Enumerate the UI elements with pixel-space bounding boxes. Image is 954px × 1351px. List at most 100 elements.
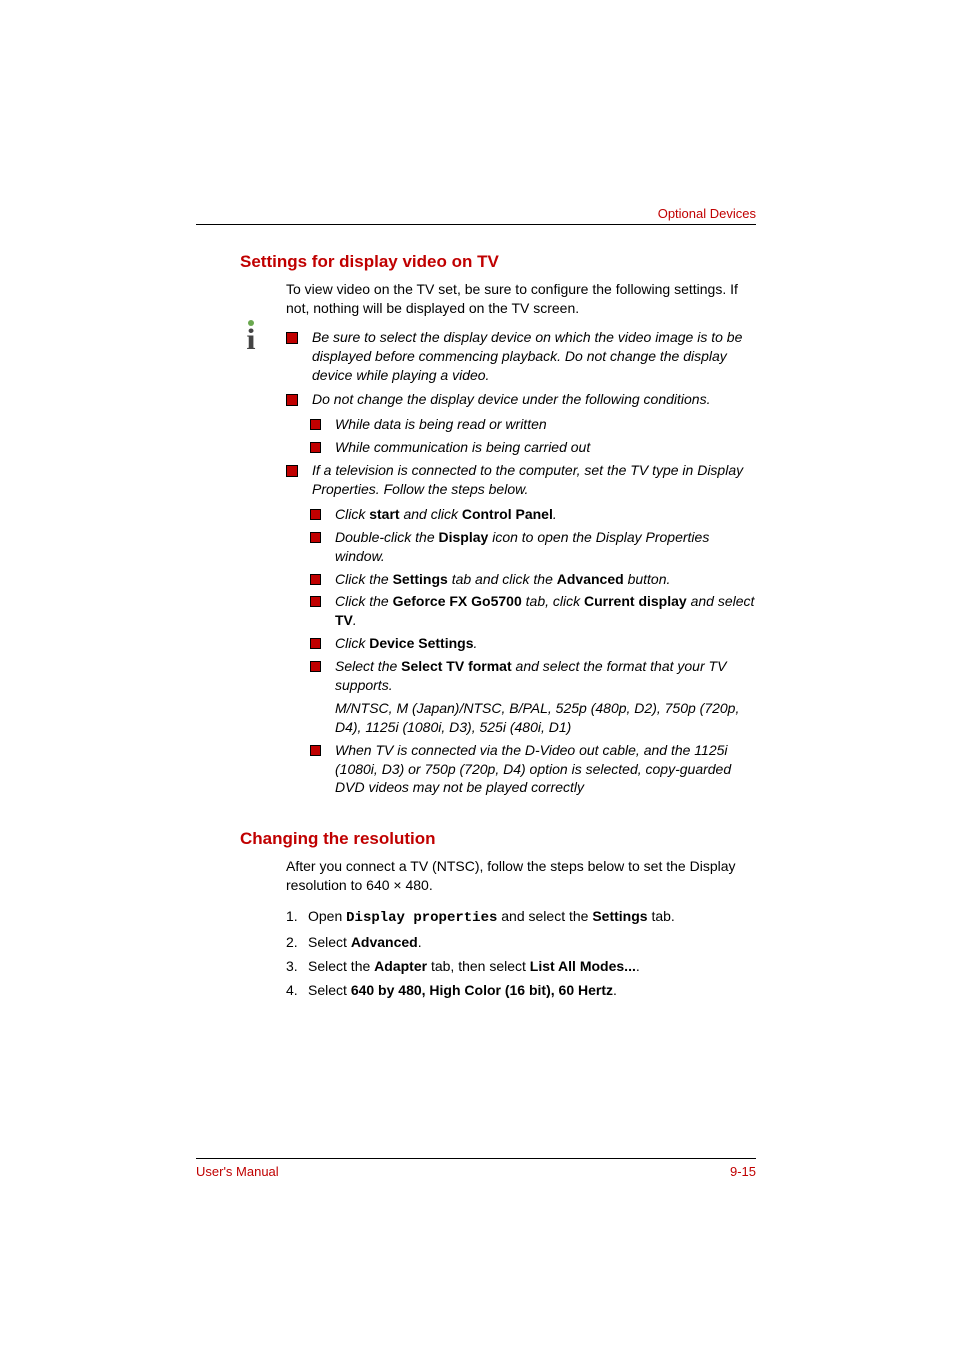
t: Geforce FX Go5700 [393,593,522,609]
square-bullet-icon [310,419,321,430]
t: List All Modes... [530,958,636,974]
bullet-text: Click the Geforce FX Go5700 tab, click C… [335,592,756,630]
t: . [636,958,640,974]
ol-item: 1. Open Display properties and select th… [286,905,756,931]
t: Adapter [374,958,427,974]
t: TV [335,612,353,628]
t: Advanced [351,934,418,950]
t: Settings [393,571,448,587]
bullet-text: If a television is connected to the comp… [312,461,756,499]
ol-body: Select 640 by 480, High Color (16 bit), … [308,979,756,1003]
main-content: Settings for display video on TV To view… [240,248,756,1002]
footer-left-label: User's Manual [196,1164,279,1179]
square-bullet-icon [286,394,298,406]
footer-page-number: 9-15 [730,1164,756,1179]
bullet-level2: While communication is being carried out [310,438,756,457]
bullet-text: While communication is being carried out [335,438,756,457]
t: Display [439,529,489,545]
t: and select the [497,908,592,924]
ol-number: 3. [286,955,308,979]
square-bullet-icon [310,442,321,453]
t: . [553,506,557,522]
t: tab, click [522,593,584,609]
t: tab. [648,908,675,924]
ordered-steps: 1. Open Display properties and select th… [286,905,756,1002]
ol-number: 4. [286,979,308,1003]
bullet-level2: Click Device Settings. [310,634,756,653]
bullet-level2: Click the Geforce FX Go5700 tab, click C… [310,592,756,630]
t: Advanced [557,571,624,587]
bullet-level2: Click the Settings tab and click the Adv… [310,570,756,589]
ol-body: Select the Adapter tab, then select List… [308,955,756,979]
t: Click [335,635,369,651]
t: Open [308,908,346,924]
square-bullet-icon [286,465,298,477]
bullet-subnote: M/NTSC, M (Japan)/NTSC, B/PAL, 525p (480… [335,699,756,737]
bullet-level1: If a television is connected to the comp… [286,461,756,499]
bullet-level2: Click start and click Control Panel. [310,505,756,524]
ol-body: Select Advanced. [308,931,756,955]
bullet-level1: Be sure to select the display device on … [286,328,756,385]
footer-rule [196,1158,756,1159]
t: Device Settings [369,635,473,651]
bullet-level2: While data is being read or written [310,415,756,434]
ol-item: 2. Select Advanced. [286,931,756,955]
ol-item: 3. Select the Adapter tab, then select L… [286,955,756,979]
square-bullet-icon [310,574,321,585]
bullet-level1: Do not change the display device under t… [286,390,756,409]
t: Settings [592,908,647,924]
t: tab and click the [448,571,557,587]
page-footer: User's Manual 9-15 [196,1158,756,1188]
t: Select [308,934,351,950]
square-bullet-icon [286,332,298,344]
bullet-level2: When TV is connected via the D-Video out… [310,741,756,798]
bullet-text: Be sure to select the display device on … [312,328,756,385]
t: Select the [308,958,374,974]
square-bullet-icon [310,532,321,543]
t-mono: Display properties [346,910,497,926]
t: Select [308,982,351,998]
ol-item: 4. Select 640 by 480, High Color (16 bit… [286,979,756,1003]
square-bullet-icon [310,745,321,756]
ol-number: 1. [286,905,308,929]
bullet-text: Click the Settings tab and click the Adv… [335,570,756,589]
bullet-text: Click Device Settings. [335,634,756,653]
header-rule [196,224,756,225]
bullet-text: Do not change the display device under t… [312,390,756,409]
section1-bullets: Be sure to select the display device on … [286,328,756,798]
page-header-label: Optional Devices [658,206,756,221]
section-heading-resolution: Changing the resolution [240,829,756,849]
square-bullet-icon [310,596,321,607]
t: . [418,934,422,950]
bullet-text: Click start and click Control Panel. [335,505,756,524]
bullet-text: When TV is connected via the D-Video out… [335,741,756,798]
t: Click the [335,593,393,609]
t: Double-click the [335,529,439,545]
bullet-level2: Double-click the Display icon to open th… [310,528,756,566]
info-icon: i [238,320,264,353]
t: Current display [584,593,687,609]
ol-number: 2. [286,931,308,955]
square-bullet-icon [310,509,321,520]
bullet-level2: Select the Select TV format and select t… [310,657,756,695]
section-heading-settings: Settings for display video on TV [240,252,756,272]
info-icon-body: i [237,326,266,353]
t: Click [335,506,369,522]
bullet-text: Select the Select TV format and select t… [335,657,756,695]
t: Select TV format [401,658,511,674]
t: . [353,612,357,628]
t: Click the [335,571,393,587]
t: Select the [335,658,401,674]
t: tab, then select [427,958,530,974]
t: Control Panel [462,506,553,522]
t: start [369,506,399,522]
bullet-text: While data is being read or written [335,415,756,434]
bullet-text: Double-click the Display icon to open th… [335,528,756,566]
square-bullet-icon [310,638,321,649]
t: button. [624,571,671,587]
t: . [613,982,617,998]
section1-intro: To view video on the TV set, be sure to … [286,280,756,318]
t: 640 by 480, High Color (16 bit), 60 Hert… [351,982,613,998]
section2-intro: After you connect a TV (NTSC), follow th… [286,857,756,895]
t: . [474,635,478,651]
